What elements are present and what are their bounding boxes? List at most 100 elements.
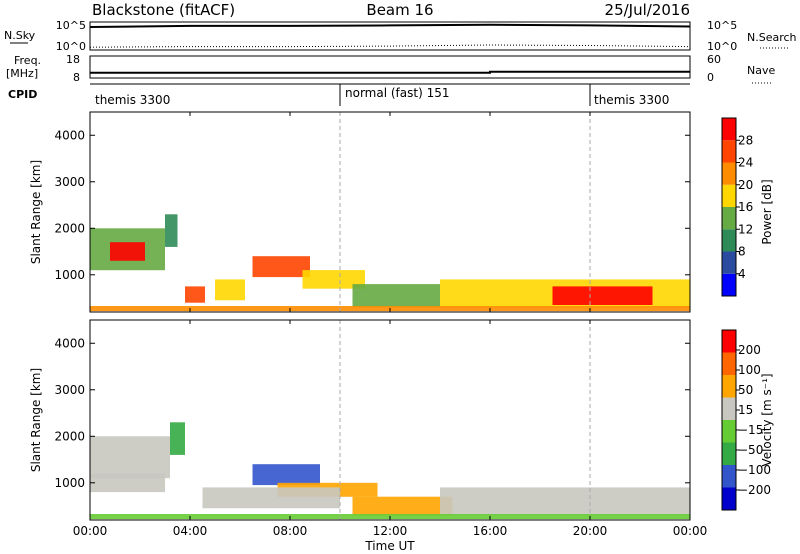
colorbar-tick-label: 4 (738, 267, 746, 281)
colorbar-tick-label: −15 (738, 423, 763, 437)
nave-label: Nave (747, 64, 775, 77)
power-y-axis-label: Slant Range [km] (29, 160, 43, 264)
colorbar-step (722, 162, 736, 185)
nsky-line (89, 23, 691, 28)
colorbar-tick-label: 15 (738, 403, 753, 417)
cpid-panel: CPID themis 3300 normal (fast) 151 themi… (8, 83, 690, 107)
cpid-segment-1: themis 3300 (95, 93, 170, 107)
x-axis-label: Time UT (364, 539, 415, 553)
scatter-region (185, 286, 205, 303)
colorbar-tick-label: 8 (738, 245, 746, 259)
scatter-region (252, 464, 320, 486)
scatter-region (165, 214, 178, 247)
nave-tick-bottom: 0 (707, 71, 714, 84)
power-y-axis: 4000 3000 2000 1000 (54, 128, 690, 282)
y-tick-label: 2000 (54, 221, 85, 235)
colorbar-step (722, 207, 736, 230)
colorbar-tick-label: 24 (738, 156, 753, 170)
plot-title: Blackstone (fitACF) (92, 1, 235, 19)
nsearch-label: N.Search (747, 31, 797, 44)
beam-label: Beam 16 (366, 1, 433, 19)
colorbar-tick-label: 50 (738, 383, 753, 397)
x-tick-label: 00:00 (673, 524, 708, 538)
y-tick-label: 3000 (54, 383, 85, 397)
scatter-region (170, 422, 185, 455)
freq-line (90, 70, 690, 74)
y-tick-label: 1000 (54, 476, 85, 490)
y-tick-label: 1000 (54, 268, 85, 282)
nsearch-tick-top: 10^5 (707, 19, 737, 32)
x-tick-label: 04:00 (173, 524, 208, 538)
scatter-region (552, 286, 653, 305)
scatter-region (302, 270, 365, 289)
freq-frame (89, 55, 691, 79)
colorbar-step (722, 375, 736, 398)
cpid-segment-2: normal (fast) 151 (345, 86, 449, 100)
nsky-label: N.Sky (4, 29, 36, 42)
nsky-frame (89, 21, 691, 51)
scatter-region (215, 279, 245, 301)
colorbar-step (722, 420, 736, 443)
nsearch-tick-bottom: 10^0 (707, 40, 737, 53)
colorbar-tick-label: 100 (738, 363, 761, 377)
date-label: 25/Jul/2016 (605, 1, 690, 19)
y-tick-label: 4000 (54, 336, 85, 350)
velocity-y-axis: 4000 3000 2000 1000 (54, 336, 690, 490)
scatter-region (202, 487, 340, 509)
y-tick-label: 4000 (54, 128, 85, 142)
freq-label: Freq. (14, 54, 41, 67)
scatter-region (440, 487, 690, 516)
velocity-colorbar-label: Velocity [m s⁻¹] (760, 373, 774, 466)
colorbar-tick-label: 20 (738, 178, 753, 192)
power-colorbar-label: Power [dB] (760, 179, 774, 244)
colorbar-step (722, 273, 736, 296)
scatter-region (110, 242, 145, 261)
x-tick-label: 20:00 (573, 524, 608, 538)
freq-panel: Freq. [MHz] 18 8 60 0 Nave (6, 53, 775, 84)
power-panel: 4000 3000 2000 1000 Slant Range [km] 28 24 20… (29, 111, 774, 313)
colorbar-step (722, 184, 736, 207)
scatter-region (252, 256, 310, 278)
freq-unit-label: [MHz] (6, 67, 38, 80)
x-tick-label: 08:00 (273, 524, 308, 538)
colorbar-frame (721, 329, 737, 511)
time-axis: 00:00 04:00 08:00 12:00 16:00 20:00 00:00 (73, 112, 708, 538)
x-tick-label: 00:00 (73, 524, 108, 538)
colorbar-tick-label: 12 (738, 222, 753, 236)
colorbar-tick-label: −100 (738, 463, 771, 477)
colorbar-step (722, 140, 736, 163)
cpid-segment-3: themis 3300 (594, 93, 669, 107)
power-colorbar: 28 24 20 16 12 8 4 (721, 117, 753, 297)
velocity-panel: 4000 3000 2000 1000 Slant Range [km] 200 100… (29, 319, 774, 521)
colorbar-step (722, 118, 736, 141)
colorbar-step (722, 229, 736, 252)
scatter-region (352, 284, 440, 308)
y-tick-label: 2000 (54, 429, 85, 443)
scatter-region (352, 496, 453, 516)
colorbar-step (722, 352, 736, 375)
colorbar-step (722, 330, 736, 353)
colorbar-tick-label: 16 (738, 200, 753, 214)
colorbar-step (722, 397, 736, 420)
velocity-y-axis-label: Slant Range [km] (29, 368, 43, 472)
power-data-layer (90, 214, 690, 312)
scatter-region (90, 473, 165, 493)
y-tick-label: 3000 (54, 175, 85, 189)
nave-tick-top: 60 (707, 53, 721, 66)
nsearch-line (89, 44, 691, 48)
freq-tick-top: 18 (66, 53, 80, 66)
nsky-tick-top: 10^5 (56, 19, 86, 32)
colorbar-step (722, 487, 736, 510)
velocity-colorbar: 200 100 50 15 −15 −50 −100 −200 (721, 329, 771, 511)
x-tick-label: 12:00 (373, 524, 408, 538)
cpid-label: CPID (8, 88, 37, 101)
nsky-tick-bottom: 10^0 (56, 40, 86, 53)
colorbar-tick-label: 28 (738, 133, 753, 147)
colorbar-step (722, 465, 736, 488)
colorbar-tick-label: −50 (738, 443, 763, 457)
colorbar-tick-label: 200 (738, 343, 761, 357)
colorbar-tick-label: −200 (738, 483, 771, 497)
nsky-panel: N.Sky 10^5 10^0 10^5 10^0 N.Search (4, 19, 797, 53)
colorbar-step (722, 442, 736, 465)
freq-tick-bottom: 8 (73, 71, 80, 84)
